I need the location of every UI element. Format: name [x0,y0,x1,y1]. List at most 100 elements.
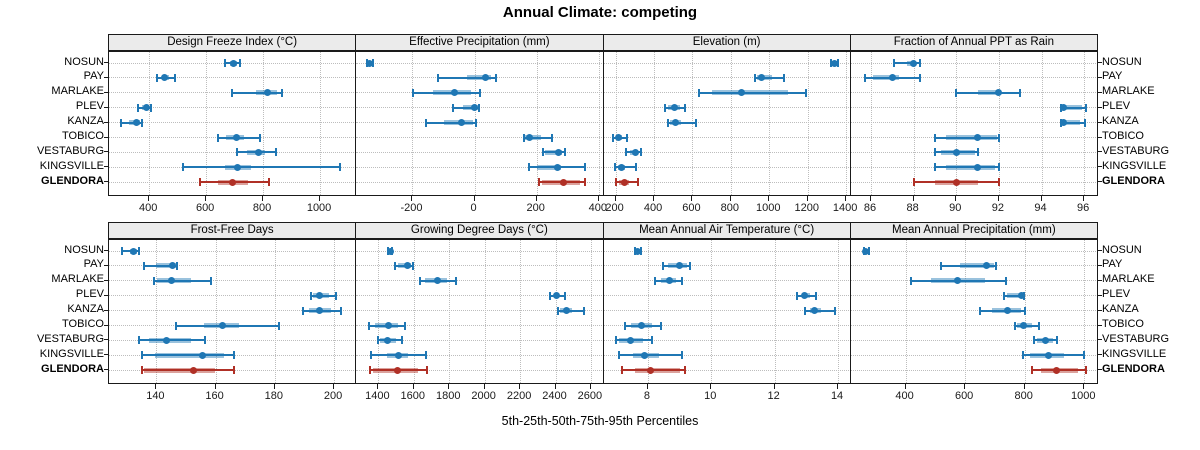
axis-tick [1040,196,1042,201]
panel-body [849,239,1098,384]
median-dot [617,163,625,171]
chart-title: Annual Climate: competing [502,4,698,21]
whisker-cap [1085,103,1088,112]
whisker-cap [564,291,567,300]
median-dot [1017,292,1025,300]
whisker-cap [280,88,283,97]
grid-line-horizontal [603,137,850,138]
percentile-whisker-5-95 [183,166,341,169]
median-dot [526,134,534,141]
grid-line-vertical [647,240,649,383]
whisker-cap [1084,366,1087,375]
percentile-whisker-5-95 [121,121,143,124]
percentile-band-25-75 [873,75,899,81]
grid-line-horizontal [850,310,1097,312]
whisker-cap [274,148,277,157]
grid-line-vertical [870,52,872,195]
y-axis-tick-right [1098,279,1102,281]
whisker-cap [796,291,799,300]
axis-tick-label: 0 [470,202,477,214]
axis-tick-label: 88 [906,202,919,214]
median-dot [974,163,982,171]
axis-tick-label: 200 [526,202,545,214]
whisker-cap [451,103,454,112]
percentile-whisker-5-95 [980,309,1025,312]
grid-line-vertical [730,52,732,195]
panel-strip-label: Fraction of Annual PPT as Rain [849,34,1098,51]
y-axis-tick-left [104,250,108,251]
whisker-cap [912,178,915,187]
whisker-cap [1003,291,1006,300]
percentile-band-25-75 [155,352,225,358]
whisker-cap [537,178,540,187]
whisker-cap [400,336,403,345]
site-label-left: TOBICO [62,130,104,142]
percentile-band-25-75 [945,135,997,140]
median-dot [910,59,918,67]
axis-tick-label: 12 [767,390,780,402]
grid-line-horizontal [109,280,356,282]
whisker-cap [955,88,958,97]
grid-line-vertical [484,240,486,383]
axis-tick [148,196,150,201]
panel-strip-label: Mean Annual Air Temperature (°C) [602,222,851,239]
median-dot [218,322,226,329]
site-label-left: NOSUN [64,243,104,256]
percentile-band-25-75 [1007,293,1024,299]
site-label-right: TOBICO [1102,130,1144,142]
site-label-right: KANZA [1102,303,1139,316]
y-axis-tick-left [104,151,108,153]
grid-line-horizontal [356,181,603,183]
percentile-whisker-5-95 [523,136,552,139]
median-dot [1042,336,1050,344]
axis-tick-label: 94 [1034,202,1047,214]
median-dot [862,247,870,255]
percentile-whisker-5-95 [614,166,636,169]
percentile-whisker-5-95 [805,309,835,312]
y-axis-tick-left [104,166,108,168]
grid-line-vertical [769,52,771,195]
grid-line-horizontal [356,250,603,252]
whisker-cap [698,88,701,97]
grid-line-horizontal [356,122,603,124]
grid-line-vertical [905,240,907,383]
median-dot [232,134,240,141]
y-axis-tick-right [1098,91,1102,93]
whisker-cap [979,306,982,315]
median-dot [1060,119,1068,127]
whisker-cap [309,291,312,300]
percentile-whisker-5-95 [542,151,565,154]
grid-line-horizontal [603,354,850,356]
y-axis-tick-right [1098,76,1102,78]
panel-body [355,239,604,384]
median-dot [167,277,175,285]
grid-line-horizontal [850,325,1097,326]
axis-tick [710,384,712,389]
whisker-cap [659,321,662,330]
grid-line-horizontal [850,295,1097,297]
axis-tick [845,196,847,201]
whisker-cap [681,276,684,285]
percentile-whisker-5-95 [956,91,1021,94]
whisker-cap [155,73,158,82]
whisker-cap [563,148,566,157]
axis-tick [653,196,655,201]
whisker-cap [583,163,586,172]
whisker-cap [804,88,807,97]
grid-line-horizontal [603,265,850,267]
whisker-cap [754,73,757,82]
median-dot [737,89,745,97]
grid-line-vertical [449,240,451,383]
axis-tick [955,196,957,201]
y-axis-tick-left [104,106,108,108]
whisker-cap [625,133,628,142]
site-label-left: KANZA [67,115,104,128]
site-label-left: VESTABURG [36,332,104,345]
x-axis: 400 600 800 1000 [108,196,355,216]
x-axis: 86 88 90 92 94 96 [850,196,1097,216]
percentile-band-25-75 [711,90,788,96]
y-axis-tick-left [104,136,108,138]
whisker-cap [583,178,586,187]
median-dot [383,336,391,344]
